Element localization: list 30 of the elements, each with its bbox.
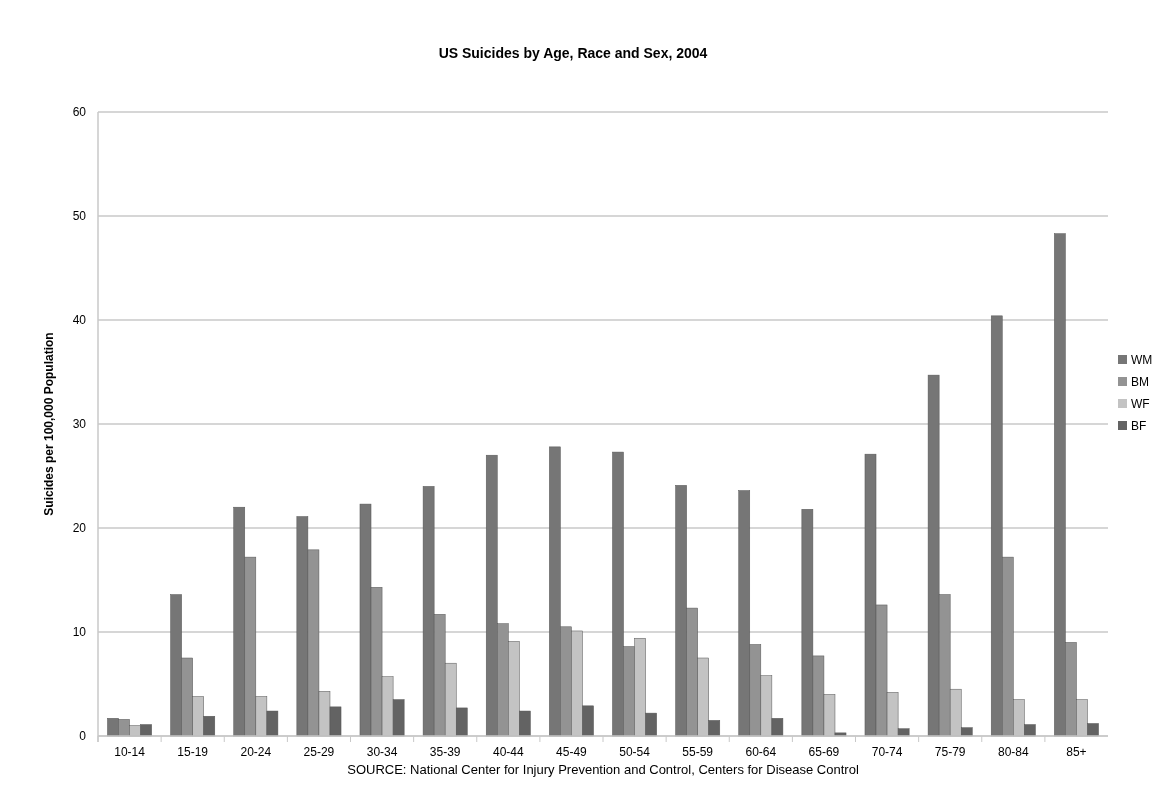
y-tick-label: 30 [72,417,87,432]
x-tick-label: 70-74 [871,745,903,759]
x-tick-label: 20-24 [240,745,272,759]
x-tick-label: 10-14 [114,745,146,759]
x-tick-label: 55-59 [682,745,714,759]
x-tick-label: 45-49 [556,745,588,759]
x-tick-label: 40-44 [492,745,524,759]
legend-label: BM [1131,375,1149,390]
y-tick-label: 40 [72,313,87,328]
x-tick-label: 30-34 [366,745,398,759]
x-tick-label: 75-79 [934,745,966,759]
y-tick-label: 50 [72,209,87,224]
y-tick-label: 0 [79,729,87,744]
y-tick-label: 60 [72,105,87,120]
source-note: SOURCE: National Center for Injury Prevention and Control, Centers for Disease Control [347,762,859,777]
legend-label: WF [1131,397,1150,412]
x-tick-label: 80-84 [997,745,1029,759]
x-tick-label: 85+ [1066,745,1087,759]
x-tick-label: 15-19 [177,745,209,759]
x-tick-label: 65-69 [808,745,840,759]
x-tick-label: 35-39 [429,745,461,759]
legend-label: WM [1131,353,1153,368]
x-tick-label: 60-64 [745,745,777,759]
y-tick-label: 20 [72,521,87,536]
chart-title: US Suicides by Age, Race and Sex, 2004 [438,45,708,61]
x-tick-label: 25-29 [303,745,335,759]
x-tick-label: 50-54 [619,745,651,759]
y-tick-label: 10 [72,625,87,640]
y-axis-title: Suicides per 100,000 Population [42,332,56,516]
legend-label: BF [1131,419,1147,434]
